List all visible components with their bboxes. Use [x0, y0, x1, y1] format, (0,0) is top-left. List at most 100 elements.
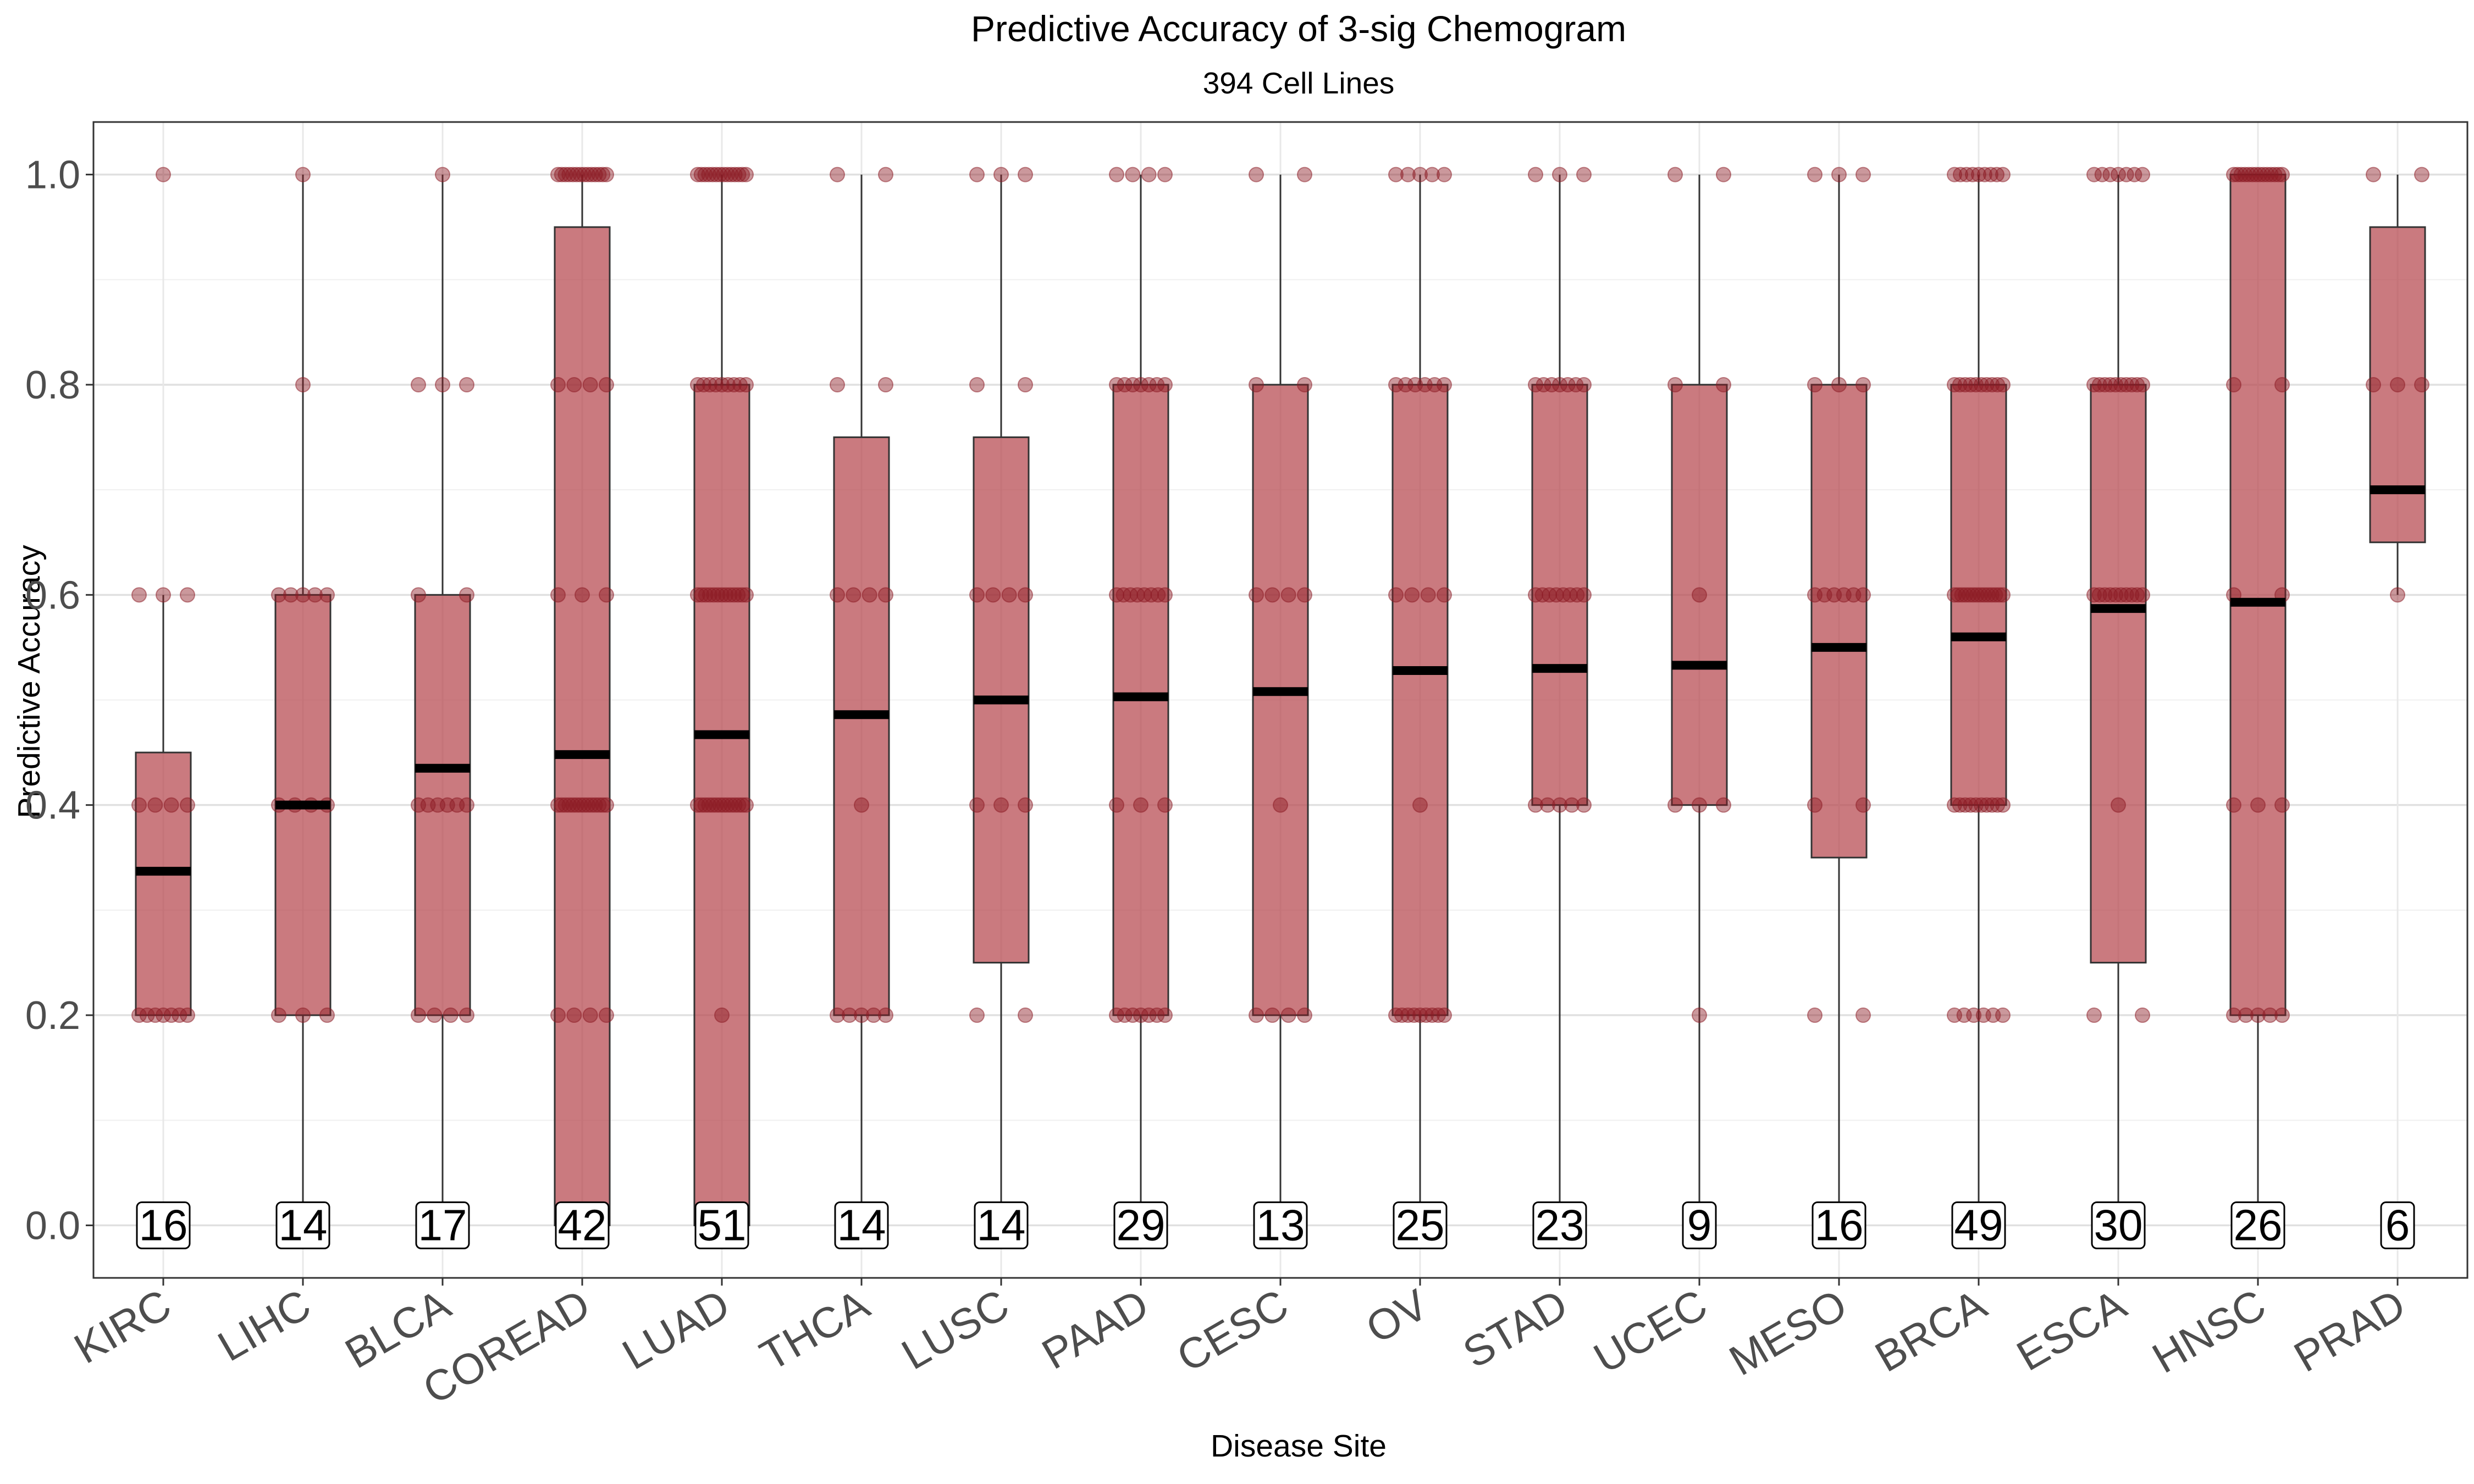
data-point: [1420, 587, 1436, 603]
data-point: [1109, 167, 1124, 182]
data-point: [1564, 797, 1580, 813]
data-point: [1968, 376, 1984, 392]
data-point: [735, 797, 750, 813]
data-point: [1125, 167, 1141, 182]
data-point: [1576, 376, 1592, 392]
box-kirc: [135, 751, 192, 1016]
data-point: [738, 167, 754, 182]
data-point: [1018, 1007, 1033, 1023]
data-point: [1149, 1007, 1165, 1023]
count-label: 42: [558, 1200, 607, 1249]
data-point: [427, 1007, 443, 1023]
data-point: [726, 587, 742, 603]
data-point: [1995, 376, 2011, 392]
x-tick-label: PRAD: [2286, 1280, 2414, 1382]
data-point: [2238, 1007, 2254, 1023]
data-point: [2102, 167, 2118, 182]
data-point: [2366, 376, 2381, 392]
data-point: [283, 587, 299, 603]
data-point: [582, 1007, 598, 1023]
data-point: [1856, 587, 1871, 603]
count-label-box: [834, 1201, 889, 1249]
x-tick-label: LUSC: [893, 1280, 1017, 1379]
data-point: [599, 587, 614, 603]
x-tick-label: UCEC: [1586, 1280, 1715, 1383]
data-point: [706, 587, 722, 603]
data-point: [708, 376, 724, 392]
y-tick-label: 0.2: [25, 994, 80, 1038]
data-point: [1157, 1007, 1173, 1023]
data-point: [1953, 167, 1968, 182]
data-point: [131, 797, 147, 813]
count-label-box: [974, 1201, 1029, 1249]
data-point: [2086, 587, 2102, 603]
data-point: [2274, 167, 2290, 182]
data-point: [1576, 797, 1592, 813]
data-point: [2226, 1007, 2241, 1023]
chart-title: Predictive Accuracy of 3-sig Chemogram: [971, 8, 1626, 49]
data-point: [2102, 376, 2118, 392]
data-point: [1692, 1007, 1707, 1023]
data-point: [180, 797, 195, 813]
data-point: [1133, 797, 1148, 813]
data-point: [878, 587, 893, 603]
count-label: 49: [1954, 1200, 2003, 1249]
data-point: [2118, 587, 2134, 603]
data-point: [1552, 376, 1567, 392]
data-point: [720, 376, 736, 392]
x-tick-label: BRCA: [1867, 1280, 1995, 1382]
data-point: [1963, 797, 1979, 813]
data-point: [690, 376, 705, 392]
data-point: [435, 376, 450, 392]
data-point: [1437, 376, 1452, 392]
data-point: [319, 1007, 335, 1023]
data-point: [2262, 1007, 2278, 1023]
data-point: [854, 1007, 869, 1023]
data-point: [1856, 376, 1871, 392]
x-tick-label: MESO: [1721, 1280, 1855, 1385]
count-label-box: [275, 1201, 330, 1249]
data-point: [411, 376, 426, 392]
data-point: [1141, 1007, 1157, 1023]
data-point: [1957, 797, 1973, 813]
data-point: [1952, 797, 1968, 813]
data-point: [1249, 167, 1264, 182]
box-coread: [554, 226, 611, 1226]
data-point: [830, 1007, 845, 1023]
data-point: [1157, 376, 1173, 392]
data-point: [1018, 376, 1033, 392]
data-point: [1983, 167, 1998, 182]
data-point: [319, 587, 335, 603]
y-tick-label: 0.8: [25, 363, 80, 407]
data-point: [1404, 587, 1420, 603]
data-point: [1973, 797, 1989, 813]
x-tick-label: LIHC: [210, 1280, 319, 1371]
data-point: [2086, 167, 2102, 182]
data-point: [595, 797, 611, 813]
data-point: [696, 376, 711, 392]
data-point: [1856, 167, 1871, 182]
data-point: [139, 1007, 155, 1023]
box-brca: [1950, 384, 2007, 806]
data-point: [1109, 797, 1124, 813]
data-point: [726, 376, 742, 392]
data-point: [1141, 376, 1157, 392]
data-point: [1001, 587, 1017, 603]
data-point: [2111, 167, 2126, 182]
count-label: 14: [279, 1200, 328, 1249]
data-point: [1280, 587, 1296, 603]
count-label-box: [2091, 1201, 2146, 1249]
data-point: [1947, 167, 1962, 182]
data-point: [1989, 167, 2004, 182]
data-point: [1412, 797, 1428, 813]
data-point: [1297, 376, 1312, 392]
data-point: [694, 587, 710, 603]
data-point: [1947, 797, 1962, 813]
x-tick-label: PAAD: [1034, 1280, 1157, 1379]
data-point: [1388, 1007, 1404, 1023]
data-point: [1977, 167, 1992, 182]
data-point: [710, 587, 726, 603]
box-thca: [833, 436, 890, 1016]
